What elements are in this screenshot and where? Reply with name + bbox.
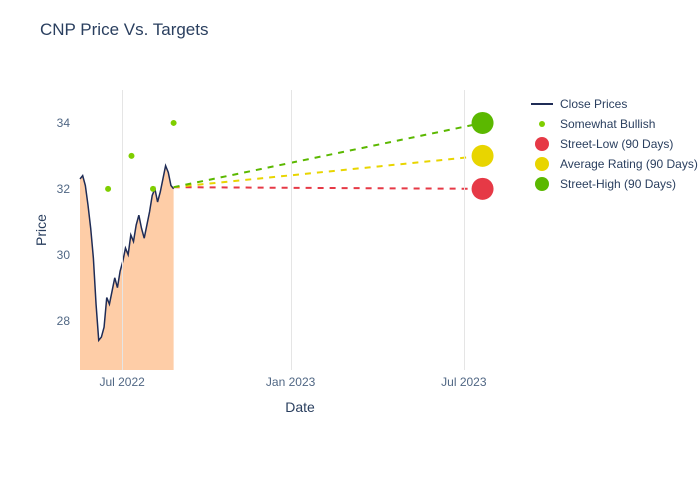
x-tick-label: Jul 2022 xyxy=(99,375,144,389)
legend-item: Average Rating (90 Days) xyxy=(530,155,698,173)
legend-dot-icon xyxy=(535,157,549,171)
chart-title: CNP Price Vs. Targets xyxy=(40,20,209,40)
legend-label: Close Prices xyxy=(560,97,627,111)
legend-dot-icon xyxy=(535,177,549,191)
x-tick-label: Jul 2023 xyxy=(441,375,486,389)
gridline-v xyxy=(291,90,292,370)
bullish-point xyxy=(105,186,111,192)
legend-label: Street-High (90 Days) xyxy=(560,177,676,191)
target-line-average-rating xyxy=(174,156,483,187)
legend-item: Street-High (90 Days) xyxy=(530,175,698,193)
x-tick-label: Jan 2023 xyxy=(266,375,315,389)
legend-dot-icon xyxy=(535,137,549,151)
legend-item: Somewhat Bullish xyxy=(530,115,698,133)
legend-line-icon xyxy=(531,103,553,105)
bullish-point xyxy=(128,153,134,159)
target-line-street-high xyxy=(174,123,483,187)
gridline-v xyxy=(464,90,465,370)
gridline-v xyxy=(122,90,123,370)
y-axis-label: Price xyxy=(33,214,49,246)
y-tick-label: 34 xyxy=(40,116,70,130)
y-tick-label: 30 xyxy=(40,248,70,262)
legend: Close Prices Somewhat Bullish Street-Low (… xyxy=(530,95,698,195)
y-tick-label: 28 xyxy=(40,314,70,328)
legend-label: Street-Low (90 Days) xyxy=(560,137,673,151)
legend-dot-icon xyxy=(539,121,545,127)
target-dot-average-rating xyxy=(472,145,494,167)
legend-swatch xyxy=(530,157,554,171)
legend-label: Somewhat Bullish xyxy=(560,117,655,131)
chart-canvas xyxy=(80,90,520,370)
legend-swatch xyxy=(530,177,554,191)
bullish-point xyxy=(150,186,156,192)
legend-swatch xyxy=(530,137,554,151)
legend-swatch xyxy=(530,121,554,127)
bullish-point xyxy=(171,120,177,126)
y-tick-label: 32 xyxy=(40,182,70,196)
legend-swatch xyxy=(530,103,554,105)
legend-item: Street-Low (90 Days) xyxy=(530,135,698,153)
target-dot-street-high xyxy=(472,112,494,134)
plot-area: Price Date Jul 2022Jan 2023Jul 202328303… xyxy=(80,90,520,370)
target-dot-street-low xyxy=(472,178,494,200)
target-line-street-low xyxy=(174,187,483,189)
legend-label: Average Rating (90 Days) xyxy=(560,157,698,171)
x-axis-label: Date xyxy=(285,399,315,415)
legend-item: Close Prices xyxy=(530,95,698,113)
